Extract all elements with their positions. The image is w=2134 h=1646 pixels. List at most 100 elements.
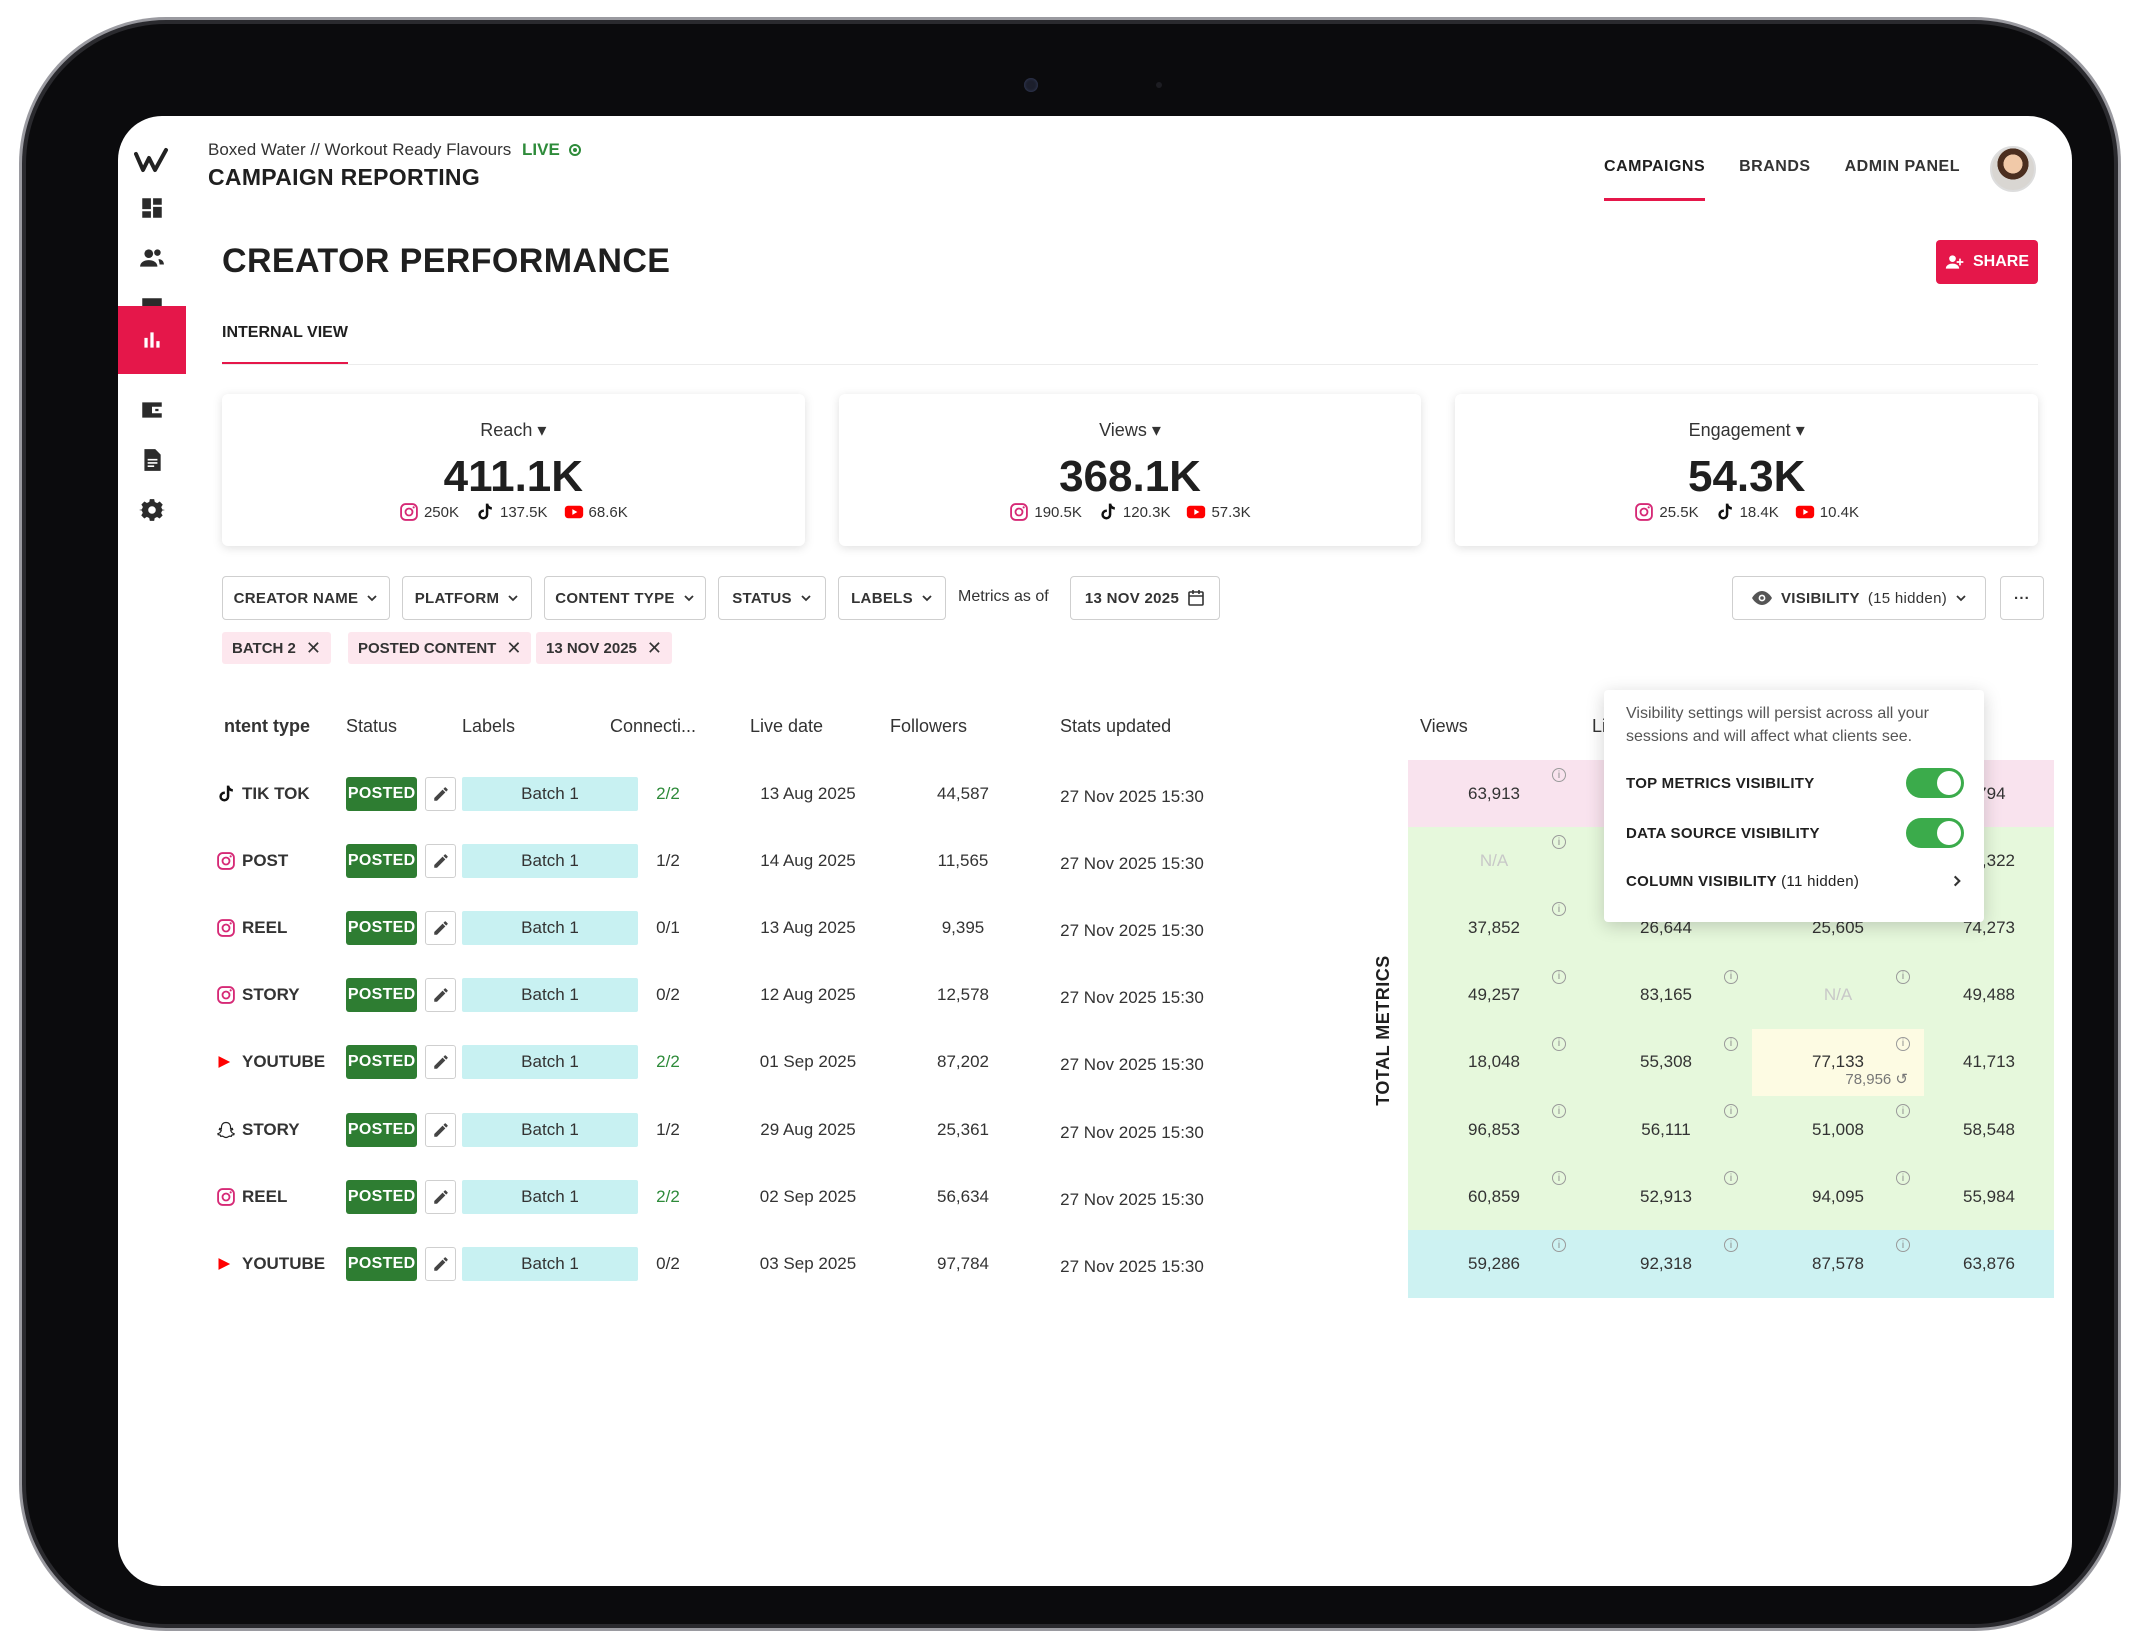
column-visibility-row[interactable]: COLUMN VISIBILITY (11 hidden) [1626, 866, 1964, 896]
user-avatar[interactable] [1990, 146, 2036, 192]
label-tag[interactable]: Batch 1 [462, 843, 638, 878]
tab-internal-view[interactable]: INTERNAL VIEW [222, 324, 348, 365]
column-header-connections[interactable]: Connecti... [610, 715, 697, 736]
status-badge[interactable]: POSTED [346, 1179, 418, 1214]
edit-status-button[interactable] [425, 776, 456, 811]
label-tag[interactable]: Batch 1 [462, 910, 638, 945]
breadcrumb-campaign[interactable]: Boxed Water // Workout Ready Flavours [208, 140, 512, 159]
column-header-views[interactable]: Views [1420, 715, 1468, 736]
status-badge[interactable]: POSTED [346, 1045, 418, 1080]
edit-status-button[interactable] [425, 978, 456, 1013]
metrics-date-picker[interactable]: 13 NOV 2025 [1070, 576, 1220, 620]
edit-status-button[interactable] [425, 1045, 456, 1080]
metric-cell[interactable]: 63,913 i [1408, 760, 1580, 828]
kpi-label[interactable]: Engagement ▾ [1688, 420, 1805, 440]
metric-cell[interactable]: 59,286 i [1408, 1230, 1580, 1298]
column-header-stats-updated[interactable]: Stats updated [1060, 715, 1172, 736]
share-button[interactable]: SHARE [1936, 240, 2038, 284]
edit-status-button[interactable] [425, 1179, 456, 1214]
status-badge[interactable]: POSTED [346, 1112, 418, 1147]
sidebar-item-settings[interactable] [118, 476, 186, 544]
metric-cell[interactable]: N/A i [1408, 827, 1580, 895]
label-tag[interactable]: Batch 1 [462, 1179, 638, 1214]
info-icon[interactable]: i [1552, 835, 1566, 850]
edit-status-button[interactable] [425, 843, 456, 878]
metric-cell[interactable]: 41,713 [1924, 1028, 2054, 1096]
active-filter-chip[interactable]: POSTED CONTENT ✕ [348, 632, 532, 664]
filter-status[interactable]: STATUS [718, 576, 826, 620]
sidebar-item-reporting[interactable] [118, 306, 186, 374]
column-header-content-type[interactable]: ntent type [224, 715, 311, 736]
info-icon[interactable]: i [1896, 1036, 1910, 1051]
close-icon[interactable]: ✕ [506, 637, 522, 658]
sidebar-item-creators[interactable] [118, 224, 186, 292]
filter-platform[interactable]: PLATFORM [402, 576, 532, 620]
info-icon[interactable]: i [1552, 1036, 1566, 1051]
label-tag[interactable]: Batch 1 [462, 978, 638, 1013]
metric-cell[interactable]: 51,008 i [1752, 1096, 1924, 1164]
metric-cell[interactable]: 49,488 [1924, 961, 2054, 1029]
info-icon[interactable]: i [1724, 1238, 1738, 1253]
top-metrics-toggle[interactable] [1906, 768, 1964, 798]
status-badge[interactable]: POSTED [346, 776, 418, 811]
info-icon[interactable]: i [1552, 902, 1566, 917]
info-icon[interactable]: i [1896, 969, 1910, 984]
filter-labels[interactable]: LABELS [838, 576, 946, 620]
sidebar-item-dashboard[interactable] [118, 174, 186, 242]
edit-status-button[interactable] [425, 1112, 456, 1147]
sidebar-item-documents[interactable] [118, 426, 186, 494]
filter-creator-name[interactable]: CREATOR NAME [222, 576, 390, 620]
info-icon[interactable]: i [1552, 969, 1566, 984]
status-badge[interactable]: POSTED [346, 978, 418, 1013]
info-icon[interactable]: i [1552, 1238, 1566, 1253]
kpi-label[interactable]: Reach ▾ [480, 420, 547, 440]
info-icon[interactable]: i [1552, 1104, 1566, 1118]
nav-admin-panel[interactable]: ADMIN PANEL [1844, 158, 1960, 175]
close-icon[interactable]: ✕ [305, 637, 321, 658]
metric-cell[interactable]: 92,318 i [1580, 1230, 1752, 1298]
label-tag[interactable]: Batch 1 [462, 1045, 638, 1080]
filter-content-type[interactable]: CONTENT TYPE [544, 576, 706, 620]
label-tag[interactable]: Batch 1 [462, 776, 638, 811]
metric-cell[interactable]: 63,876 [1924, 1230, 2054, 1298]
nav-brands[interactable]: BRANDS [1739, 158, 1811, 175]
column-header-labels[interactable]: Labels [462, 715, 516, 736]
metric-cell[interactable]: 96,853 i [1408, 1096, 1580, 1164]
active-filter-chip[interactable]: BATCH 2 ✕ [222, 632, 331, 664]
info-icon[interactable]: i [1896, 1238, 1910, 1253]
status-badge[interactable]: POSTED [346, 910, 418, 945]
metric-cell[interactable]: 94,095 i [1752, 1163, 1924, 1231]
metric-cell[interactable]: 52,913 i [1580, 1163, 1752, 1231]
info-icon[interactable]: i [1724, 1171, 1738, 1186]
brand-logo-icon[interactable] [134, 146, 170, 176]
info-icon[interactable]: i [1552, 1171, 1566, 1186]
column-header-live-date[interactable]: Live date [750, 715, 824, 736]
metric-cell[interactable]: 83,165 i [1580, 961, 1752, 1029]
edit-status-button[interactable] [425, 1246, 456, 1281]
status-badge[interactable]: POSTED [346, 1246, 418, 1281]
column-header-status[interactable]: Status [346, 715, 398, 736]
metric-cell[interactable]: 18,048 i [1408, 1028, 1580, 1096]
info-icon[interactable]: i [1552, 768, 1566, 782]
info-icon[interactable]: i [1724, 1036, 1738, 1051]
info-icon[interactable]: i [1724, 1104, 1738, 1118]
label-tag[interactable]: Batch 1 [462, 1246, 638, 1281]
metric-cell[interactable]: N/A i [1752, 961, 1924, 1029]
metric-cell[interactable]: 49,257 i [1408, 961, 1580, 1029]
label-tag[interactable]: Batch 1 [462, 1112, 638, 1147]
kpi-label[interactable]: Views ▾ [1099, 420, 1161, 440]
metric-cell[interactable]: 37,852 i [1408, 894, 1580, 962]
nav-campaigns[interactable]: CAMPAIGNS [1604, 158, 1706, 201]
more-options-button[interactable]: ··· [2000, 576, 2044, 620]
sidebar-item-wallet[interactable] [118, 376, 186, 444]
metric-cell[interactable]: 55,984 [1924, 1163, 2054, 1231]
edit-status-button[interactable] [425, 910, 456, 945]
metric-cell[interactable]: 77,133 i 78,956 ↺ [1752, 1028, 1924, 1096]
status-badge[interactable]: POSTED [346, 843, 418, 878]
close-icon[interactable]: ✕ [646, 637, 662, 658]
metric-cell[interactable]: 56,111 i [1580, 1096, 1752, 1164]
visibility-dropdown[interactable]: VISIBILITY (15 hidden) [1732, 576, 1986, 620]
info-icon[interactable]: i [1724, 969, 1738, 984]
metric-cell[interactable]: 58,548 [1924, 1096, 2054, 1164]
column-header-followers[interactable]: Followers [890, 715, 968, 736]
